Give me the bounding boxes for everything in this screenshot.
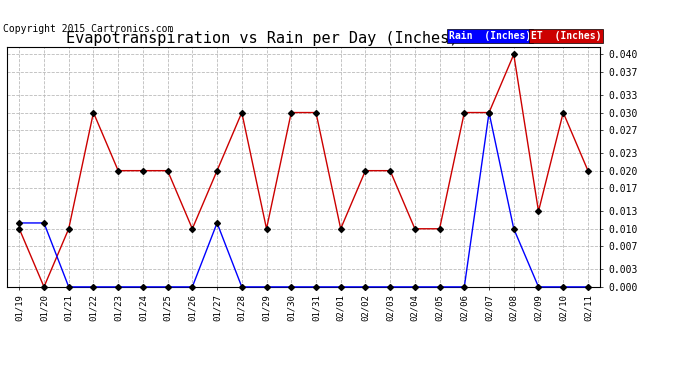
Text: Copyright 2015 Cartronics.com: Copyright 2015 Cartronics.com bbox=[3, 24, 174, 34]
Text: Rain  (Inches): Rain (Inches) bbox=[449, 31, 531, 41]
Title: Evapotranspiration vs Rain per Day (Inches) 20150212: Evapotranspiration vs Rain per Day (Inch… bbox=[66, 31, 541, 46]
Text: ET  (Inches): ET (Inches) bbox=[531, 31, 602, 41]
